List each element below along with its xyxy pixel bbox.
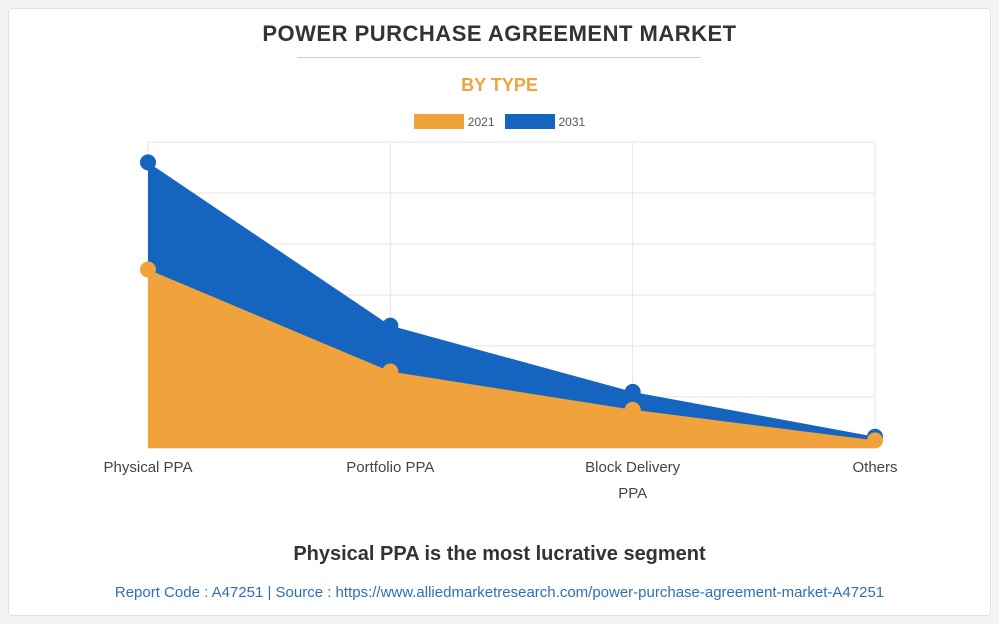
legend-swatch-2021 bbox=[413, 114, 464, 129]
chart-title: POWER PURCHASE AGREEMENT MARKET bbox=[262, 21, 737, 46]
area-2021 bbox=[148, 269, 875, 448]
point-2031-0 bbox=[140, 154, 156, 171]
point-2031-2 bbox=[624, 383, 641, 400]
legend-item-2021[interactable]: 2021 bbox=[413, 114, 495, 129]
footer-source[interactable]: Report Code : A47251 | Source : https://… bbox=[114, 584, 885, 601]
point-2021-3 bbox=[867, 432, 883, 449]
footer-headline: Physical PPA is the most lucrative segme… bbox=[293, 543, 706, 565]
legend-item-2031[interactable]: 2031 bbox=[504, 114, 586, 129]
x-tick-label: Physical PPA bbox=[104, 459, 193, 476]
legend-label-2031: 2031 bbox=[558, 114, 586, 129]
point-2031-1 bbox=[382, 317, 399, 334]
legend-swatch-2031 bbox=[504, 114, 555, 129]
title-divider bbox=[297, 57, 701, 58]
point-2021-1 bbox=[382, 363, 399, 380]
x-tick-label: PPA bbox=[618, 485, 647, 502]
x-tick-label: Others bbox=[852, 459, 897, 476]
x-tick-label: Block Delivery bbox=[585, 459, 681, 476]
legend-label-2021: 2021 bbox=[467, 114, 495, 129]
x-tick-label: Portfolio PPA bbox=[346, 459, 434, 476]
point-2021-0 bbox=[140, 261, 156, 278]
legend: 2021 2031 bbox=[0, 114, 999, 129]
point-2021-2 bbox=[624, 401, 641, 418]
chart-subtitle: BY TYPE bbox=[461, 75, 538, 95]
